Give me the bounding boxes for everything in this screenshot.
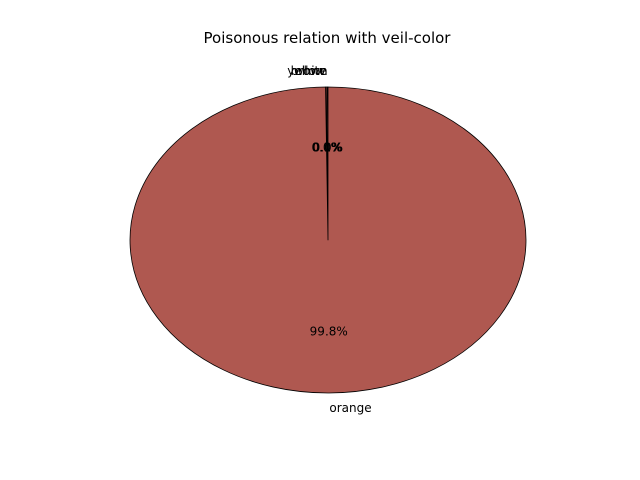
chart-title: Poisonous relation with veil-color bbox=[204, 29, 452, 47]
slice-percent-brown: 0.0% bbox=[313, 141, 344, 155]
slice-percent-orange: 99.8% bbox=[310, 324, 348, 338]
pie-slices bbox=[129, 86, 527, 394]
slice-percent-white: 0.1% bbox=[312, 141, 343, 155]
slice-label-orange: orange bbox=[329, 401, 371, 415]
pie-slice-orange bbox=[129, 86, 527, 394]
slice-label-brown: brown bbox=[291, 64, 328, 78]
slice-label-white: white bbox=[294, 64, 327, 78]
slice-label-yellow: yellow bbox=[287, 64, 325, 78]
slice-percent-yellow: 0.0% bbox=[311, 141, 342, 155]
